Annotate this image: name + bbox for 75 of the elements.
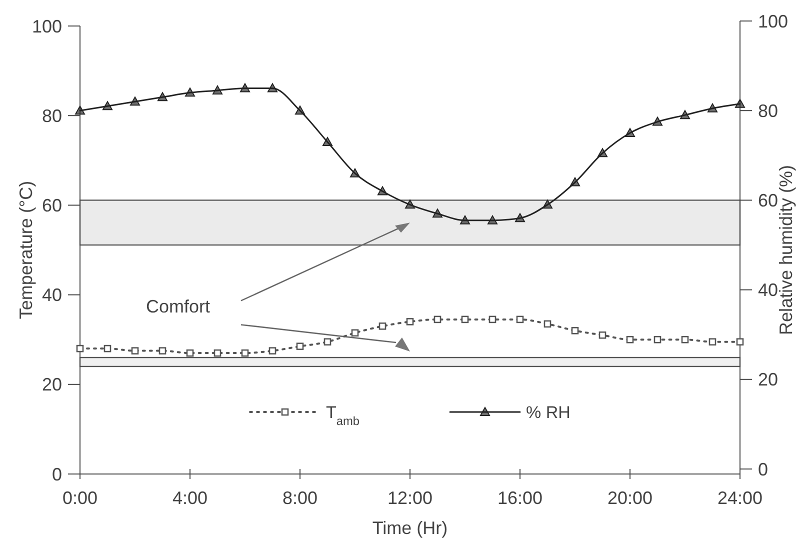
point	[158, 92, 168, 102]
y2-tick-label: 0	[758, 459, 768, 480]
point	[625, 128, 635, 137]
point	[378, 186, 388, 196]
point	[324, 338, 332, 346]
y2-tick-label: 40	[758, 280, 778, 300]
point	[460, 215, 470, 224]
point	[626, 336, 634, 344]
point	[654, 336, 662, 344]
point	[708, 103, 718, 112]
x-tick-label: 16:00	[497, 488, 543, 508]
point	[378, 322, 386, 330]
point	[736, 338, 744, 346]
x-tick-label: 24:00	[717, 488, 763, 508]
point	[295, 106, 305, 115]
x-axis-title: Time (Hr)	[372, 518, 448, 538]
point	[405, 200, 415, 209]
x-tick-label: 0:00	[62, 488, 98, 508]
point	[515, 213, 525, 222]
legend-label: % RH	[526, 403, 570, 422]
y-tick-label: 20	[42, 374, 62, 395]
point	[570, 177, 580, 186]
point	[708, 338, 716, 346]
x-tick-label: 20:00	[607, 488, 653, 508]
point	[130, 96, 140, 106]
point	[434, 316, 442, 324]
point	[571, 326, 579, 334]
point	[268, 83, 278, 92]
point	[652, 116, 662, 126]
y-tick-label: 100	[32, 16, 62, 36]
y2-tick-label: 20	[758, 370, 778, 390]
annotation: Comfort	[146, 296, 210, 317]
point	[350, 168, 360, 178]
point	[680, 110, 690, 120]
point	[516, 316, 524, 324]
point	[735, 98, 745, 108]
point	[461, 316, 469, 324]
point	[240, 83, 250, 92]
y2-tick-label: 100	[758, 11, 788, 32]
point	[214, 349, 222, 357]
x-tick-label: 4:00	[172, 488, 208, 508]
y2-tick-label: 80	[758, 100, 778, 121]
point	[76, 344, 84, 352]
point	[488, 215, 498, 224]
point	[681, 336, 689, 344]
point	[544, 320, 552, 328]
y2-tick-label: 60	[758, 190, 778, 210]
point	[104, 344, 112, 352]
point	[598, 148, 608, 158]
point	[212, 85, 222, 94]
point	[322, 136, 332, 146]
point	[185, 88, 195, 97]
y2-axis-title: Relative humidity (%)	[776, 164, 796, 336]
y-tick-label: 80	[42, 106, 62, 126]
y-tick-label: 60	[42, 196, 62, 216]
point	[102, 101, 112, 110]
point	[186, 349, 194, 357]
point	[75, 106, 85, 115]
legend-label: T$_{amb}$	[326, 403, 360, 428]
point	[241, 349, 249, 357]
point	[542, 200, 552, 209]
y-tick-label: 40	[42, 285, 62, 306]
x-tick-label: 12:00	[387, 488, 433, 508]
point	[488, 316, 496, 324]
x-tick-label: 8:00	[282, 488, 318, 508]
y-axis-title: Temperature (°C)	[16, 180, 36, 320]
y-tick-label: 0	[52, 464, 62, 484]
point	[406, 318, 414, 326]
point	[296, 342, 304, 350]
point	[432, 208, 442, 218]
point	[268, 347, 276, 354]
point	[598, 331, 606, 339]
point	[158, 347, 166, 354]
point	[131, 347, 139, 354]
point	[351, 329, 359, 337]
